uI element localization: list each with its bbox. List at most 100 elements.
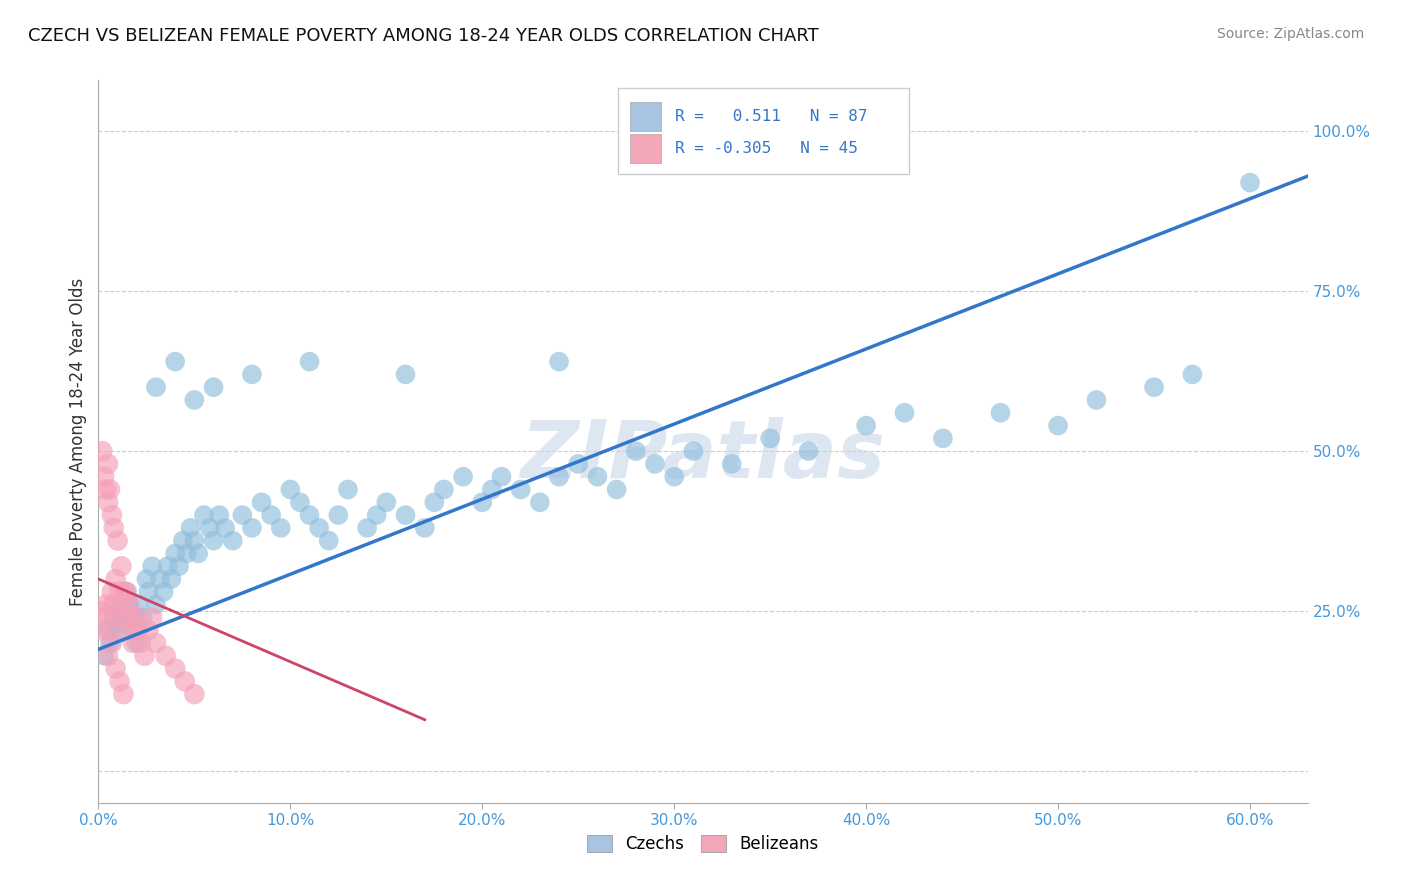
Point — [240, 368, 263, 382]
Point — [108, 674, 131, 689]
Point — [97, 623, 120, 637]
Point — [112, 616, 135, 631]
Point — [136, 623, 159, 637]
Y-axis label: Female Poverty Among 18-24 Year Olds: Female Poverty Among 18-24 Year Olds — [69, 277, 87, 606]
Point — [97, 495, 120, 509]
Point — [682, 444, 704, 458]
Point — [104, 572, 127, 586]
Point — [193, 508, 215, 522]
Point — [165, 354, 187, 368]
Point — [308, 521, 330, 535]
Point — [240, 521, 263, 535]
Point — [336, 483, 359, 497]
Point — [141, 610, 163, 624]
Point — [128, 598, 150, 612]
Point — [114, 584, 136, 599]
Point — [893, 406, 915, 420]
Point — [165, 661, 187, 675]
Point — [135, 572, 157, 586]
Point — [91, 444, 114, 458]
Point — [932, 431, 955, 445]
Point — [548, 354, 571, 368]
Point — [112, 610, 135, 624]
Point — [375, 495, 398, 509]
Point — [89, 623, 111, 637]
Point — [120, 610, 142, 624]
Point — [172, 533, 194, 548]
Point — [94, 598, 117, 612]
Point — [183, 687, 205, 701]
Point — [114, 584, 136, 599]
Point — [413, 521, 436, 535]
Point — [423, 495, 446, 509]
Point — [94, 483, 117, 497]
Point — [183, 533, 205, 548]
Point — [93, 610, 115, 624]
Point — [644, 457, 666, 471]
Point — [104, 661, 127, 675]
Text: R =   0.511   N = 87: R = 0.511 N = 87 — [675, 109, 868, 124]
Point — [112, 687, 135, 701]
Point — [141, 559, 163, 574]
Point — [152, 584, 174, 599]
Point — [107, 533, 129, 548]
Bar — [630, 135, 661, 163]
Point — [366, 508, 388, 522]
Point — [160, 572, 183, 586]
Point — [134, 648, 156, 663]
Point — [231, 508, 253, 522]
Point — [110, 559, 132, 574]
Point — [548, 469, 571, 483]
Point — [149, 572, 172, 586]
Point — [131, 610, 153, 624]
Point — [328, 508, 350, 522]
Point — [318, 533, 340, 548]
Point — [260, 508, 283, 522]
Point — [93, 648, 115, 663]
Point — [586, 469, 609, 483]
Point — [250, 495, 273, 509]
Point — [125, 636, 148, 650]
Point — [145, 380, 167, 394]
Point — [270, 521, 292, 535]
Point — [98, 636, 121, 650]
Point — [394, 508, 416, 522]
Point — [183, 392, 205, 407]
Point — [155, 648, 177, 663]
Point — [481, 483, 503, 497]
Point — [451, 469, 474, 483]
Point — [471, 495, 494, 509]
Point — [97, 648, 120, 663]
Point — [720, 457, 742, 471]
Point — [167, 559, 190, 574]
Point — [128, 623, 150, 637]
Point — [97, 457, 120, 471]
Point — [624, 444, 647, 458]
Point — [509, 483, 531, 497]
Point — [855, 418, 877, 433]
Point — [202, 380, 225, 394]
Point — [664, 469, 686, 483]
Text: CZECH VS BELIZEAN FEMALE POVERTY AMONG 18-24 YEAR OLDS CORRELATION CHART: CZECH VS BELIZEAN FEMALE POVERTY AMONG 1… — [28, 27, 818, 45]
Point — [288, 495, 311, 509]
Point — [180, 521, 202, 535]
Point — [165, 546, 187, 560]
Point — [298, 354, 321, 368]
Point — [222, 533, 245, 548]
Point — [108, 604, 131, 618]
Point — [214, 521, 236, 535]
Point — [101, 636, 124, 650]
Text: R = -0.305   N = 45: R = -0.305 N = 45 — [675, 142, 858, 156]
Point — [1239, 176, 1261, 190]
Point — [1085, 392, 1108, 407]
Point — [1143, 380, 1166, 394]
Point — [176, 546, 198, 560]
Point — [98, 483, 121, 497]
Point — [156, 559, 179, 574]
Point — [759, 431, 782, 445]
Legend: Czechs, Belizeans: Czechs, Belizeans — [581, 828, 825, 860]
Point — [606, 483, 628, 497]
Point — [108, 584, 131, 599]
Point — [93, 469, 115, 483]
Text: ZIPatlas: ZIPatlas — [520, 417, 886, 495]
